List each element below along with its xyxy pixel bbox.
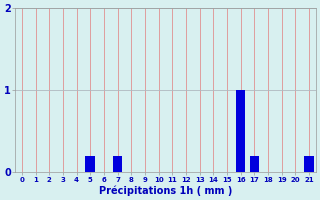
Bar — [250, 156, 259, 172]
Bar — [236, 90, 245, 172]
Bar — [304, 156, 314, 172]
X-axis label: Précipitations 1h ( mm ): Précipitations 1h ( mm ) — [99, 185, 232, 196]
Bar — [85, 156, 95, 172]
Bar — [113, 156, 122, 172]
